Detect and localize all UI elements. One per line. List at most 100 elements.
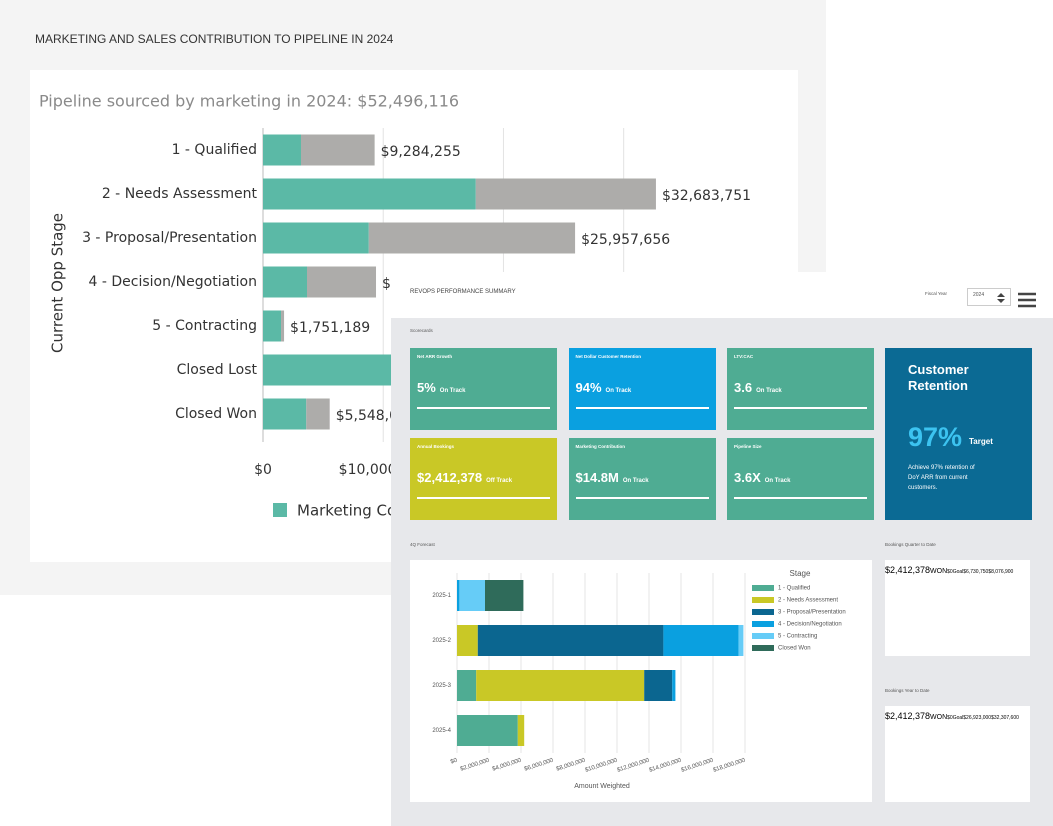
progress-track (734, 407, 867, 409)
bar-segment (663, 625, 739, 656)
y-tick-label: 2025-4 (432, 728, 451, 734)
feature-title: Customer Retention (908, 362, 969, 393)
bar-segment (263, 134, 301, 166)
goal-caption: Goal (952, 715, 964, 721)
y-tick-label: 2 - Needs Assessment (102, 186, 258, 202)
section-label: 4Q Forecast (410, 542, 435, 547)
bar-segment (738, 625, 744, 656)
scorecard-label: Net Dollar Customer Retention (575, 354, 642, 359)
scorecard-value: 3.6 (734, 380, 753, 395)
bar-segment (263, 222, 369, 254)
progress-track (575, 407, 709, 409)
scorecard-value: 94% (575, 380, 602, 395)
scorecard-value: 5% (417, 380, 436, 395)
scorecard-value-row: 5% On Track (417, 379, 465, 397)
scorecard-label: Pipeline Size (734, 444, 762, 449)
scorecard: Marketing Contribution $14.8M On Track (568, 438, 716, 520)
x-tick-label: $2,000,000 (460, 757, 491, 772)
x-tick-label: $0 (254, 462, 272, 478)
legend-swatch (752, 621, 774, 627)
scorecard-status: On Track (622, 478, 649, 484)
x-tick-label: $8,000,000 (556, 757, 587, 772)
legend-swatch (273, 503, 287, 517)
bar-segment (476, 670, 645, 701)
feature-description: Achieve 97% retention of DoY ARR from cu… (908, 465, 975, 491)
bar-segment (457, 580, 460, 611)
feature-status: Target (969, 437, 993, 446)
y-tick-label: 2025-1 (432, 593, 451, 599)
bar-segment (281, 310, 285, 342)
chart-subtitle: Pipeline sourced by marketing in 2024: $… (39, 92, 459, 111)
bar-segment (459, 580, 485, 611)
section-label: Scorecards (410, 328, 433, 333)
scorecard-value-row: 94% On Track (576, 379, 632, 397)
total-label: $5,548,08 (336, 408, 407, 424)
bar-segment (263, 354, 408, 386)
scorecard-value-row: $14.8M On Track (576, 469, 649, 487)
gauge-caption: WON (930, 568, 948, 575)
total-label: $9,284,255 (381, 144, 461, 160)
scorecard-value: 3.6X (734, 470, 761, 485)
legend-label: 4 - Decision/Negotiation (778, 622, 842, 628)
legend-swatch (752, 609, 774, 615)
bar-segment (457, 670, 477, 701)
bar-segment (475, 178, 656, 210)
goal-label: $26,923,000 (963, 715, 992, 721)
gauge-min: $0 (947, 569, 953, 575)
scorecard-value-row: $2,412,378 Off Track (417, 469, 512, 487)
scorecard-label: Marketing Contribution (575, 444, 626, 449)
gauge-max: $8,076,900 (988, 569, 1014, 575)
x-tick-label: $12,000,000 (617, 757, 651, 773)
bar-segment (457, 625, 478, 656)
scorecard: LTV:CAC 3.6 On Track (727, 348, 874, 430)
gauge-caption: WON (930, 714, 948, 721)
gauge-max: $32,307,600 (991, 715, 1019, 721)
legend-swatch (752, 585, 774, 591)
y-tick-label: 2025-3 (432, 683, 451, 689)
y-tick-label: Closed Won (175, 406, 257, 422)
x-tick-label: $16,000,000 (681, 757, 715, 773)
bar-segment (517, 715, 525, 746)
section-label: Bookings Quarter to Date (885, 542, 936, 547)
bar-segment (477, 625, 664, 656)
bar-segment (307, 266, 377, 298)
header-bar (391, 272, 1053, 318)
scorecard: Annual Bookings $2,412,378 Off Track (410, 438, 557, 520)
gauge-value: $2,412,378 (885, 711, 931, 721)
scorecard: Net Dollar Customer Retention 94% On Track (568, 348, 716, 430)
scorecard-status: On Track (756, 388, 782, 394)
select-arrows (997, 293, 1005, 303)
scorecard-label: LTV:CAC (734, 354, 754, 359)
scorecard-value-row: 3.6X On Track (734, 469, 790, 487)
goal-label: $6,730,750 (963, 569, 989, 575)
bar-segment (263, 398, 307, 430)
fiscal-year-label: Fiscal Year (925, 291, 948, 296)
section-label: Bookings Year to Date (885, 688, 930, 693)
y-tick-label: 3 - Proposal/Presentation (82, 230, 257, 246)
total-label: $32,683,751 (662, 188, 751, 204)
y-tick-label: 5 - Contracting (152, 318, 257, 334)
scorecard-value: $14.8M (575, 470, 619, 485)
x-tick-label: $6,000,000 (524, 757, 555, 772)
legend-label: 2 - Needs Assessment (778, 598, 838, 604)
panel-title: MARKETING AND SALES CONTRIBUTION TO PIPE… (35, 32, 394, 46)
menu-icon[interactable] (1017, 292, 1037, 308)
gauge-min: $0 (947, 715, 953, 721)
bar-segment (263, 266, 308, 298)
bar-segment (263, 310, 282, 342)
gauge-value: $2,412,378 (885, 565, 931, 575)
progress-track (734, 497, 867, 499)
feature-value: 97% (908, 422, 963, 452)
bar-segment (300, 134, 375, 166)
legend-label: 3 - Proposal/Presentation (778, 610, 846, 616)
goal-caption: Goal (952, 569, 964, 575)
scorecard-status: On Track (605, 388, 632, 394)
bar-segment (306, 398, 330, 430)
x-tick-label: $10,000,000 (585, 757, 619, 773)
feature-card: Customer Retention 97% Target Achieve 97… (885, 348, 1032, 520)
y-tick-label: 4 - Decision/Negotiation (89, 274, 258, 290)
progress-track (417, 407, 550, 409)
gauge: $2,412,378WON$0Goal$6,730,750$8,076,900 (885, 560, 1013, 578)
x-tick-label: $0 (450, 757, 459, 765)
